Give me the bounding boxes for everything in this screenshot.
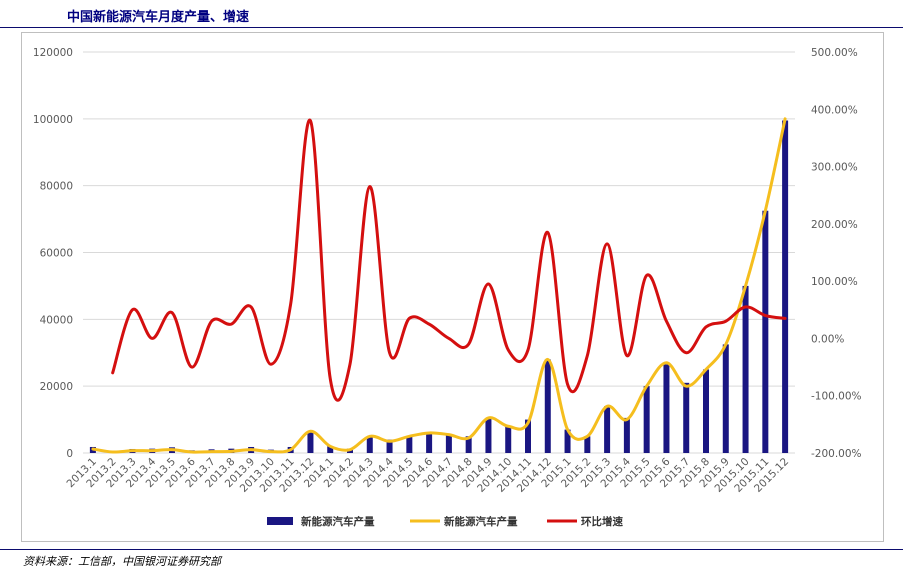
bar — [426, 432, 433, 453]
y-right-tick-label: -200.00% — [811, 448, 862, 460]
source-note: 资料来源：工信部，中国银河证券研究部 — [23, 555, 221, 568]
y-left-axis: 0 20000 40000 60000 80000 100000 120000 — [33, 47, 73, 460]
bar — [782, 120, 789, 454]
bar — [742, 285, 749, 453]
bar — [703, 369, 709, 453]
bar — [683, 382, 690, 453]
bar-series — [89, 120, 789, 454]
growth-rate-line — [111, 118, 787, 402]
y-right-tick-label: 100.00% — [811, 276, 858, 288]
bar — [327, 446, 334, 453]
bar — [485, 417, 492, 453]
y-left-tick-label: 40000 — [40, 314, 73, 326]
bar — [525, 419, 531, 453]
y-right-tick-label: 0.00% — [811, 333, 844, 345]
legend-item-growth-line-label: 环比增速 — [581, 515, 623, 528]
legend-item-bar-label: 新能源汽车产量 — [301, 515, 375, 528]
bar — [604, 406, 611, 453]
bar — [406, 436, 413, 453]
y-left-tick-label: 100000 — [33, 114, 73, 126]
bar — [505, 426, 512, 453]
chart-title: 中国新能源汽车月度产量、增速 — [67, 10, 250, 25]
bar — [643, 386, 650, 453]
y-right-tick-label: 500.00% — [811, 47, 858, 59]
y-left-tick-label: 80000 — [40, 181, 73, 193]
bar — [445, 434, 452, 453]
production-line — [91, 117, 787, 454]
y-right-tick-label: -100.00% — [811, 391, 862, 403]
bar — [623, 417, 630, 453]
bar — [465, 436, 472, 453]
top-divider — [0, 27, 903, 28]
chart-panel — [21, 32, 884, 542]
bar — [762, 210, 769, 453]
bar — [366, 436, 373, 453]
bar — [663, 364, 670, 453]
y-right-tick-label: 300.00% — [811, 162, 858, 174]
y-left-tick-label: 0 — [66, 448, 73, 460]
y-right-axis: -200.00% -100.00% 0.00% 100.00% 200.00% 300.0… — [811, 47, 862, 460]
legend: 新能源汽车产量 新能源汽车产量 环比增速 — [267, 515, 623, 528]
y-left-tick-label: 120000 — [33, 47, 73, 59]
bar — [584, 436, 591, 453]
bar — [564, 429, 571, 453]
bar — [307, 431, 314, 453]
y-right-tick-label: 400.00% — [811, 104, 858, 116]
x-axis: 2013.12013.22013.32013.42013.52013.62013… — [65, 455, 792, 494]
gridlines — [83, 51, 795, 454]
bar — [386, 439, 393, 453]
y-left-tick-label: 20000 — [40, 381, 73, 393]
y-right-tick-label: 200.00% — [811, 219, 858, 231]
legend-item-production-line-label: 新能源汽车产量 — [444, 515, 518, 528]
y-left-tick-label: 60000 — [40, 248, 73, 260]
bar — [544, 359, 551, 453]
legend-item-bar-swatch — [267, 517, 293, 525]
bar — [722, 344, 729, 453]
bottom-divider — [0, 549, 903, 550]
line-series — [91, 117, 787, 454]
